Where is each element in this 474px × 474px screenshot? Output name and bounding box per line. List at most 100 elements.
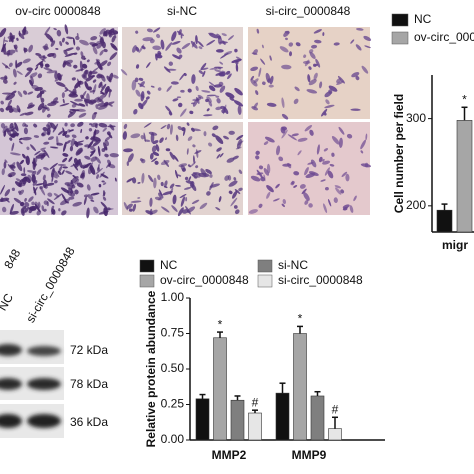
cell [102, 127, 107, 132]
cell [5, 198, 10, 203]
cell [47, 198, 55, 205]
cell [59, 41, 63, 47]
cell [281, 64, 292, 70]
bar [436, 209, 453, 233]
cell [206, 96, 212, 103]
legend-label: NC [160, 258, 178, 272]
cell [70, 123, 75, 128]
cell [29, 79, 34, 87]
cell [200, 62, 207, 71]
cell [209, 183, 220, 188]
cell [338, 137, 343, 149]
cell [55, 47, 59, 50]
cell [30, 76, 35, 85]
cell [53, 193, 60, 198]
cell [90, 199, 95, 202]
cell [263, 168, 270, 176]
cell [201, 90, 211, 93]
cell [67, 129, 71, 133]
cell [95, 123, 98, 129]
cell [24, 69, 32, 78]
cell [31, 174, 36, 184]
cell [206, 39, 216, 46]
cell [187, 88, 192, 93]
y-tick-label: 1.00 [161, 290, 185, 304]
cell [44, 63, 50, 68]
cell [42, 174, 46, 181]
cell [191, 74, 196, 85]
cell [46, 113, 51, 118]
cell [166, 123, 171, 130]
cell [75, 35, 80, 41]
significance-marker: # [332, 402, 339, 416]
legend-label: NC [414, 12, 432, 26]
cell [291, 133, 299, 137]
cell [289, 51, 293, 57]
cell [165, 148, 171, 152]
cell [238, 169, 243, 174]
cell [43, 141, 50, 145]
cell [267, 78, 271, 83]
cell [208, 142, 213, 147]
cell [251, 106, 258, 111]
cell [149, 197, 153, 207]
cell [31, 201, 35, 206]
cell [8, 62, 13, 67]
cell [313, 29, 322, 34]
cell [215, 207, 221, 211]
bar [456, 120, 473, 233]
cell [35, 52, 42, 57]
cell [322, 160, 331, 165]
cell [151, 157, 158, 163]
legend-label: ov-circ_0000848 [160, 273, 249, 287]
cell [75, 147, 83, 156]
cell [17, 90, 23, 98]
cell [132, 203, 137, 212]
micrograph [248, 27, 370, 119]
cell [176, 47, 182, 54]
cell [165, 42, 173, 51]
cell [341, 171, 348, 178]
cell [123, 148, 134, 153]
cell [238, 187, 243, 192]
cell [163, 185, 168, 189]
cell [43, 200, 49, 205]
cell [22, 153, 26, 159]
cell [281, 129, 288, 139]
cell [301, 188, 307, 195]
cell [266, 163, 271, 174]
cell [36, 168, 42, 176]
cell [68, 89, 77, 96]
significance-marker: # [252, 395, 259, 409]
cell [319, 81, 323, 89]
cell [27, 91, 34, 95]
cell [183, 72, 187, 77]
cell [208, 85, 216, 92]
cell [135, 89, 141, 97]
cell [91, 75, 95, 78]
cell [30, 144, 37, 152]
cell [144, 139, 151, 142]
cell [92, 79, 97, 83]
cell [56, 29, 62, 37]
cell [225, 70, 231, 75]
cell [67, 110, 77, 118]
cell [216, 147, 222, 152]
cell [314, 39, 322, 44]
cell [206, 191, 211, 196]
cell [345, 173, 350, 182]
cell [42, 104, 47, 113]
cell [43, 167, 49, 171]
cell [39, 186, 46, 196]
cell [199, 202, 208, 210]
error-bar [461, 106, 468, 121]
cell [149, 38, 155, 44]
y-tick-label: 300 [406, 111, 426, 125]
cell [181, 42, 191, 50]
cell [135, 30, 139, 34]
cell [215, 106, 222, 111]
cell [3, 130, 7, 137]
cell [23, 167, 26, 174]
cell [350, 39, 355, 44]
cell [35, 183, 44, 186]
